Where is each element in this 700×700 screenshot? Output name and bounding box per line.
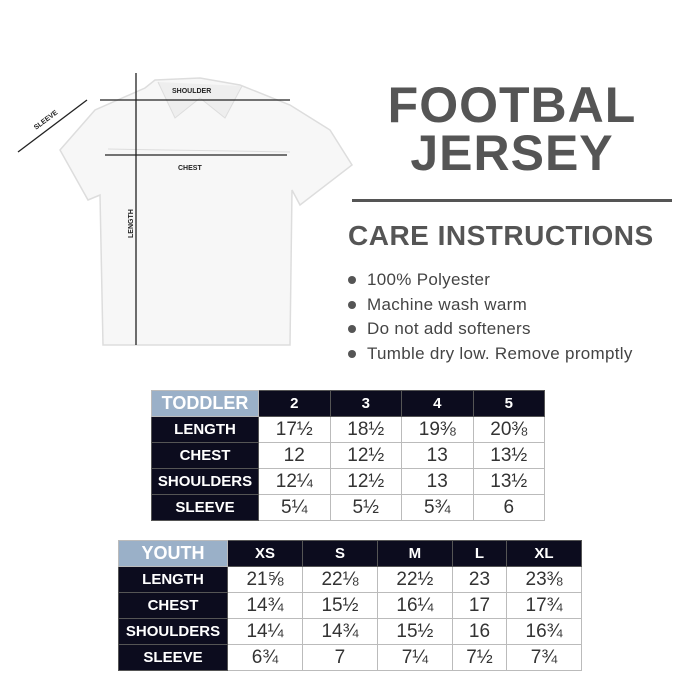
table-cell: 13½ xyxy=(472,468,545,495)
size-header: 4 xyxy=(401,390,474,417)
row-label: CHEST xyxy=(118,592,228,619)
size-header: M xyxy=(376,540,453,567)
title-line1: FOOTBAL xyxy=(387,77,637,133)
care-item: Tumble dry low. Remove promptly xyxy=(348,342,633,367)
size-header: XL xyxy=(506,540,582,567)
table-cell: 13 xyxy=(401,442,474,469)
care-text: 100% Polyester xyxy=(367,270,491,290)
chest-label: CHEST xyxy=(178,165,202,172)
table-cell: 5¼ xyxy=(258,494,331,521)
table-cell: 23 xyxy=(451,566,508,593)
table-cell: 15½ xyxy=(376,618,453,645)
bullet-icon xyxy=(348,349,356,358)
table-cell: 22½ xyxy=(376,566,453,593)
bullet-icon xyxy=(348,276,356,285)
table-cell: 12¼ xyxy=(258,468,331,495)
table-cell: 18½ xyxy=(329,416,402,443)
size-header: 5 xyxy=(472,390,545,417)
table-cell: 12½ xyxy=(329,442,402,469)
header-row: YOUTH XS S M L XL xyxy=(118,540,582,567)
row-label: SHOULDERS xyxy=(151,468,259,495)
length-label: LENGTH xyxy=(128,209,135,238)
table-cell: 16¼ xyxy=(376,592,453,619)
divider xyxy=(352,199,672,202)
jersey-diagram: SHOULDER CHEST SLEEVE LENGTH xyxy=(17,73,353,346)
table-row: SLEEVE 5¼ 5½ 5¾ 6 xyxy=(151,494,545,521)
table-cell: 19⅜ xyxy=(401,416,474,443)
care-item: Do not add softeners xyxy=(348,317,633,342)
table-cell: 16¾ xyxy=(506,618,582,645)
table-cell: 7½ xyxy=(451,644,508,671)
table-row: CHEST 12 12½ 13 13½ xyxy=(151,442,545,469)
table-caption: YOUTH xyxy=(118,540,228,567)
table-cell: 7¾ xyxy=(506,644,582,671)
table-cell: 7 xyxy=(301,644,378,671)
size-header: S xyxy=(301,540,378,567)
table-cell: 5¾ xyxy=(401,494,474,521)
size-header: L xyxy=(451,540,508,567)
table-cell: 13 xyxy=(401,468,474,495)
table-cell: 13½ xyxy=(472,442,545,469)
bullet-icon xyxy=(348,325,356,334)
table-cell: 7¼ xyxy=(376,644,453,671)
care-item: Machine wash warm xyxy=(348,293,633,318)
table-cell: 20⅜ xyxy=(472,416,545,443)
row-label: LENGTH xyxy=(118,566,228,593)
table-row: LENGTH 21⅝ 22⅛ 22½ 23 23⅜ xyxy=(118,566,582,593)
table-cell: 14¼ xyxy=(227,618,303,645)
bullet-icon xyxy=(348,300,356,309)
table-cell: 14¾ xyxy=(301,618,378,645)
size-header: XS xyxy=(227,540,303,567)
care-heading: CARE INSTRUCTIONS xyxy=(348,220,654,251)
row-label: LENGTH xyxy=(151,416,259,443)
toddler-size-table: TODDLER 2 3 4 5 LENGTH 17½ 18½ 19⅜ 20⅜ CHEST 12 12½ 1… xyxy=(151,390,545,521)
header-row: TODDLER 2 3 4 5 xyxy=(151,390,545,417)
table-row: SHOULDERS 14¼ 14¾ 15½ 16 16¾ xyxy=(118,618,582,645)
size-header: 3 xyxy=(329,390,402,417)
sleeve-arrow xyxy=(17,99,88,153)
table-cell: 6¾ xyxy=(227,644,303,671)
row-label: SLEEVE xyxy=(151,494,259,521)
care-item: 100% Polyester xyxy=(348,268,633,293)
shoulder-label: SHOULDER xyxy=(172,88,211,95)
table-caption: TODDLER xyxy=(151,390,259,417)
title-line2: JERSEY xyxy=(410,125,614,181)
size-header: 2 xyxy=(258,390,331,417)
table-cell: 15½ xyxy=(301,592,378,619)
row-label: SHOULDERS xyxy=(118,618,228,645)
table-cell: 17 xyxy=(451,592,508,619)
table-cell: 16 xyxy=(451,618,508,645)
table-cell: 17¾ xyxy=(506,592,582,619)
table-cell: 21⅝ xyxy=(227,566,303,593)
row-label: SLEEVE xyxy=(118,644,228,671)
care-text: Do not add softeners xyxy=(367,319,531,339)
care-text: Tumble dry low. Remove promptly xyxy=(367,343,633,363)
table-row: SLEEVE 6¾ 7 7¼ 7½ 7¾ xyxy=(118,644,582,671)
table-row: SHOULDERS 12¼ 12½ 13 13½ xyxy=(151,468,545,495)
table-cell: 14¾ xyxy=(227,592,303,619)
row-label: CHEST xyxy=(151,442,259,469)
youth-size-table: YOUTH XS S M L XL LENGTH 21⅝ 22⅛ 22½ 23 23⅜ CHEST 14¾… xyxy=(118,540,582,671)
table-cell: 17½ xyxy=(258,416,331,443)
table-cell: 5½ xyxy=(329,494,402,521)
jersey-shape xyxy=(59,77,353,346)
table-cell: 12½ xyxy=(329,468,402,495)
table-cell: 6 xyxy=(472,494,545,521)
table-cell: 23⅜ xyxy=(506,566,582,593)
sleeve-label: SLEEVE xyxy=(33,109,60,131)
table-row: LENGTH 17½ 18½ 19⅜ 20⅜ xyxy=(151,416,545,443)
table-cell: 12 xyxy=(258,442,331,469)
table-cell: 22⅛ xyxy=(301,566,378,593)
care-list: 100% Polyester Machine wash warm Do not … xyxy=(348,268,633,366)
care-text: Machine wash warm xyxy=(367,294,528,314)
table-row: CHEST 14¾ 15½ 16¼ 17 17¾ xyxy=(118,592,582,619)
